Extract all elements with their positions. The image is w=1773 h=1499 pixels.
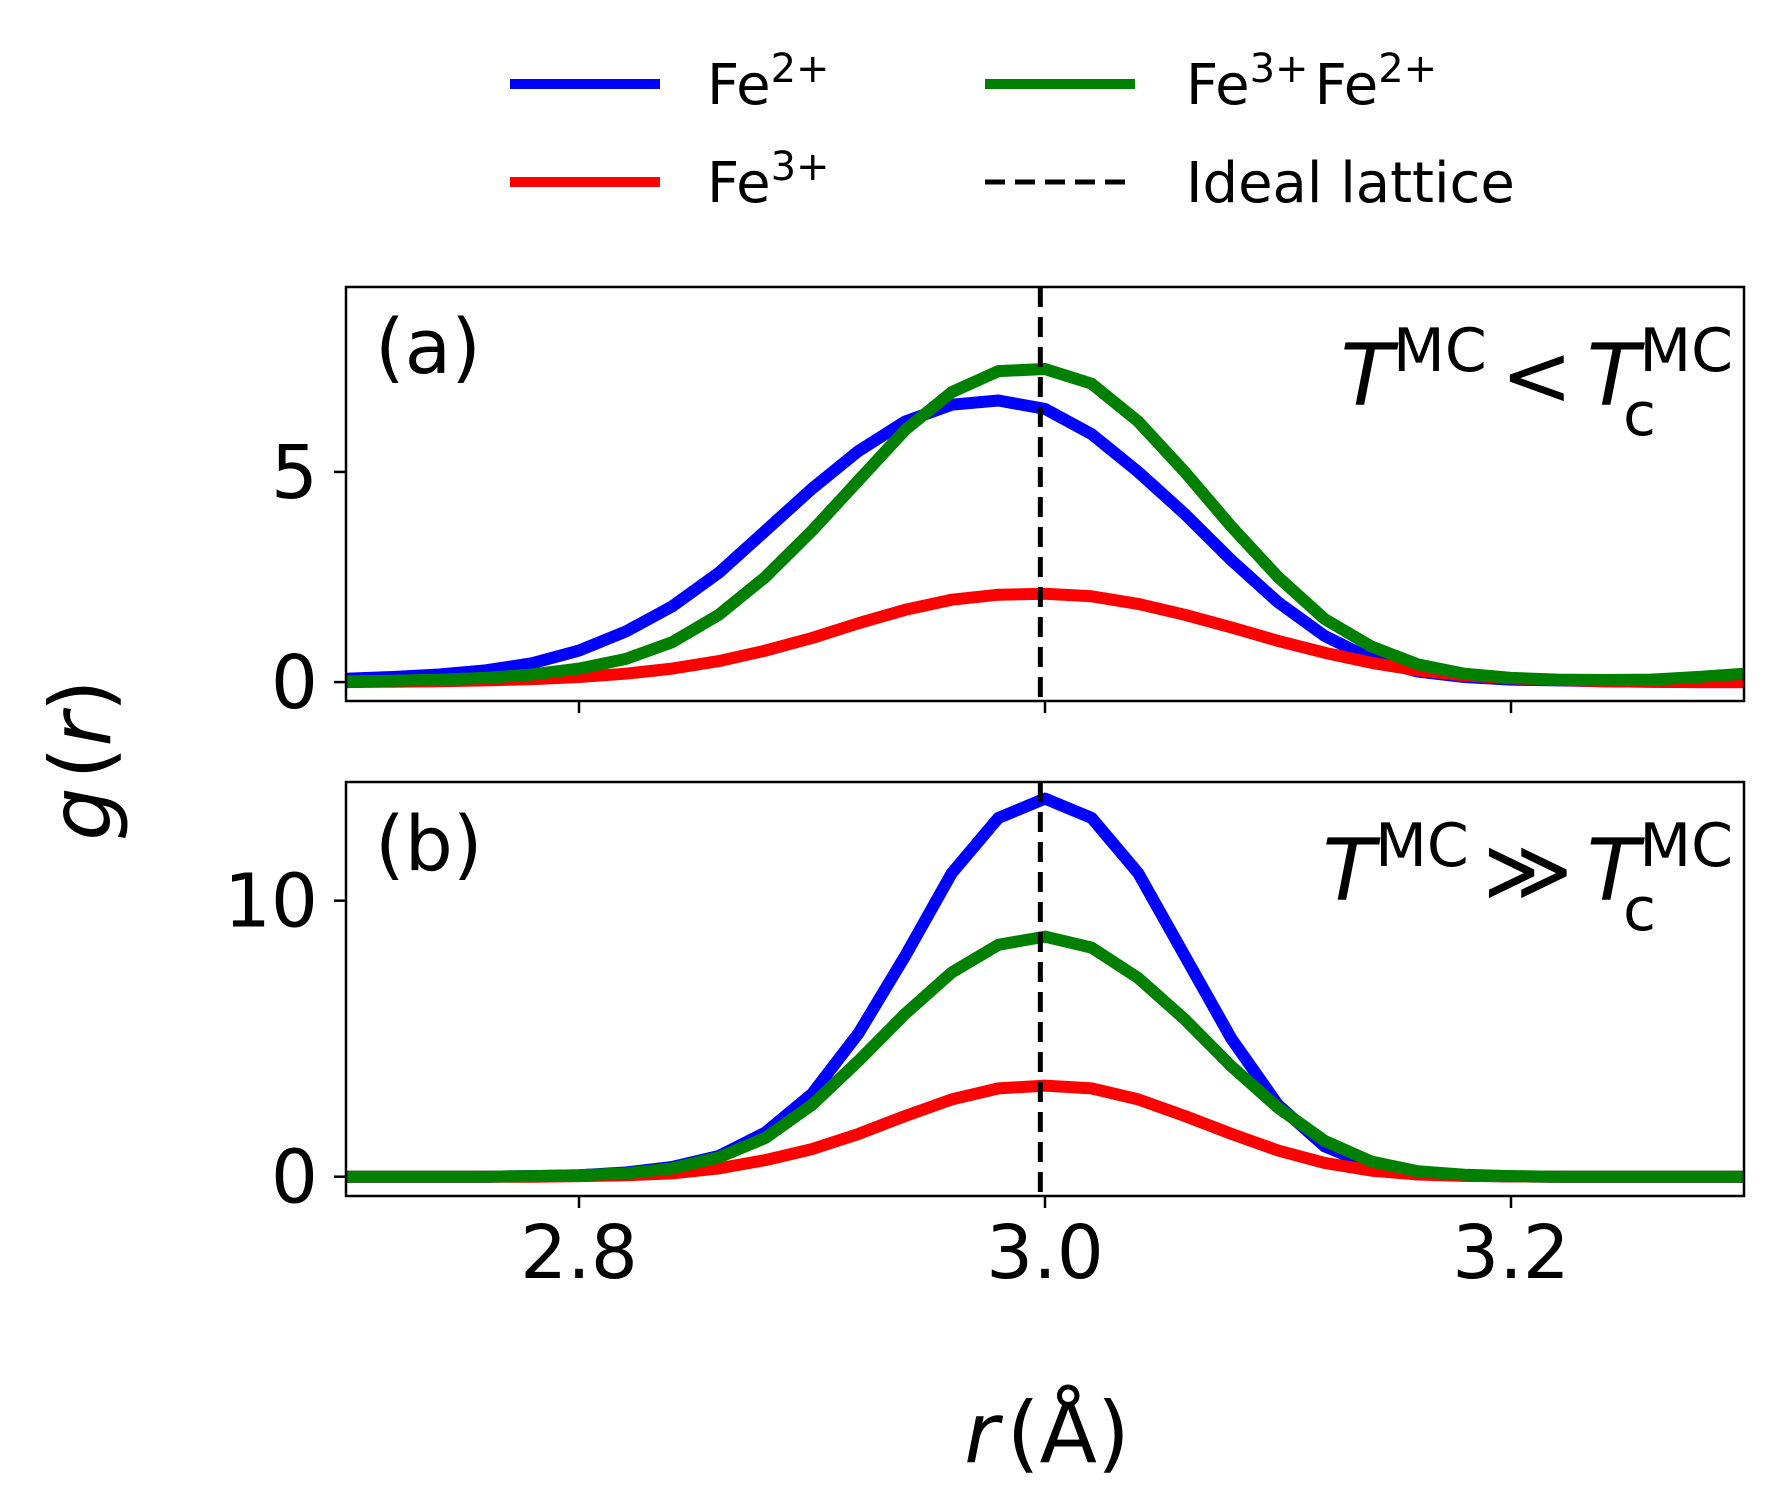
panel-a: 05 (a) TMC < TMC c [271,285,1746,726]
panel-b-series-fe3 [346,1079,1744,1183]
panel-b-label: (b) [375,799,483,888]
panel-b-y-tick-label: 0 [271,1135,318,1221]
panel-b-x-tick-label: 3.2 [1452,1210,1570,1296]
panel-b-x-tick-label: 2.8 [520,1210,638,1296]
panel-a-y-tick-label: 5 [271,430,318,516]
legend-label-ideal-lattice: Ideal lattice [1186,151,1515,216]
panel-a-series [346,363,1744,689]
panel-a-series-fe2 [346,394,1744,689]
panel-a-y-tick-label: 0 [271,640,318,726]
panel-b-ticks: 2.8 3.0 3.2 0 10 [224,859,1570,1296]
x-axis-label: r(Å) [964,1383,1130,1482]
panel-b: 2.8 3.0 3.2 0 10 (b) TMC ≫ TMC c [224,780,1746,1296]
y-axis-label: g(r) [32,679,130,840]
panel-a-ticks: 05 [271,430,1513,726]
panel-b-x-tick-label: 3.0 [986,1210,1104,1296]
panel-b-y-tick-label: 10 [224,859,318,945]
legend-label-fe3: Fe3+ [707,144,830,216]
panel-a-annotation: TMC < TMC c [1341,316,1734,450]
panel-b-series-fe3fe2 [346,930,1744,1183]
panel-a-label: (a) [375,302,481,391]
legend: Fe2+ Fe3+ Fe3+ Fe2+ Ideal lattice [510,46,1515,216]
legend-label-fe3fe2: Fe3+ Fe2+ [1186,46,1437,118]
panel-b-annotation: TMC ≫ TMC c [1323,811,1733,945]
panel-a-series-fe3fe2 [346,363,1744,688]
panel-b-series [346,792,1744,1183]
legend-label-fe2: Fe2+ [707,46,830,118]
